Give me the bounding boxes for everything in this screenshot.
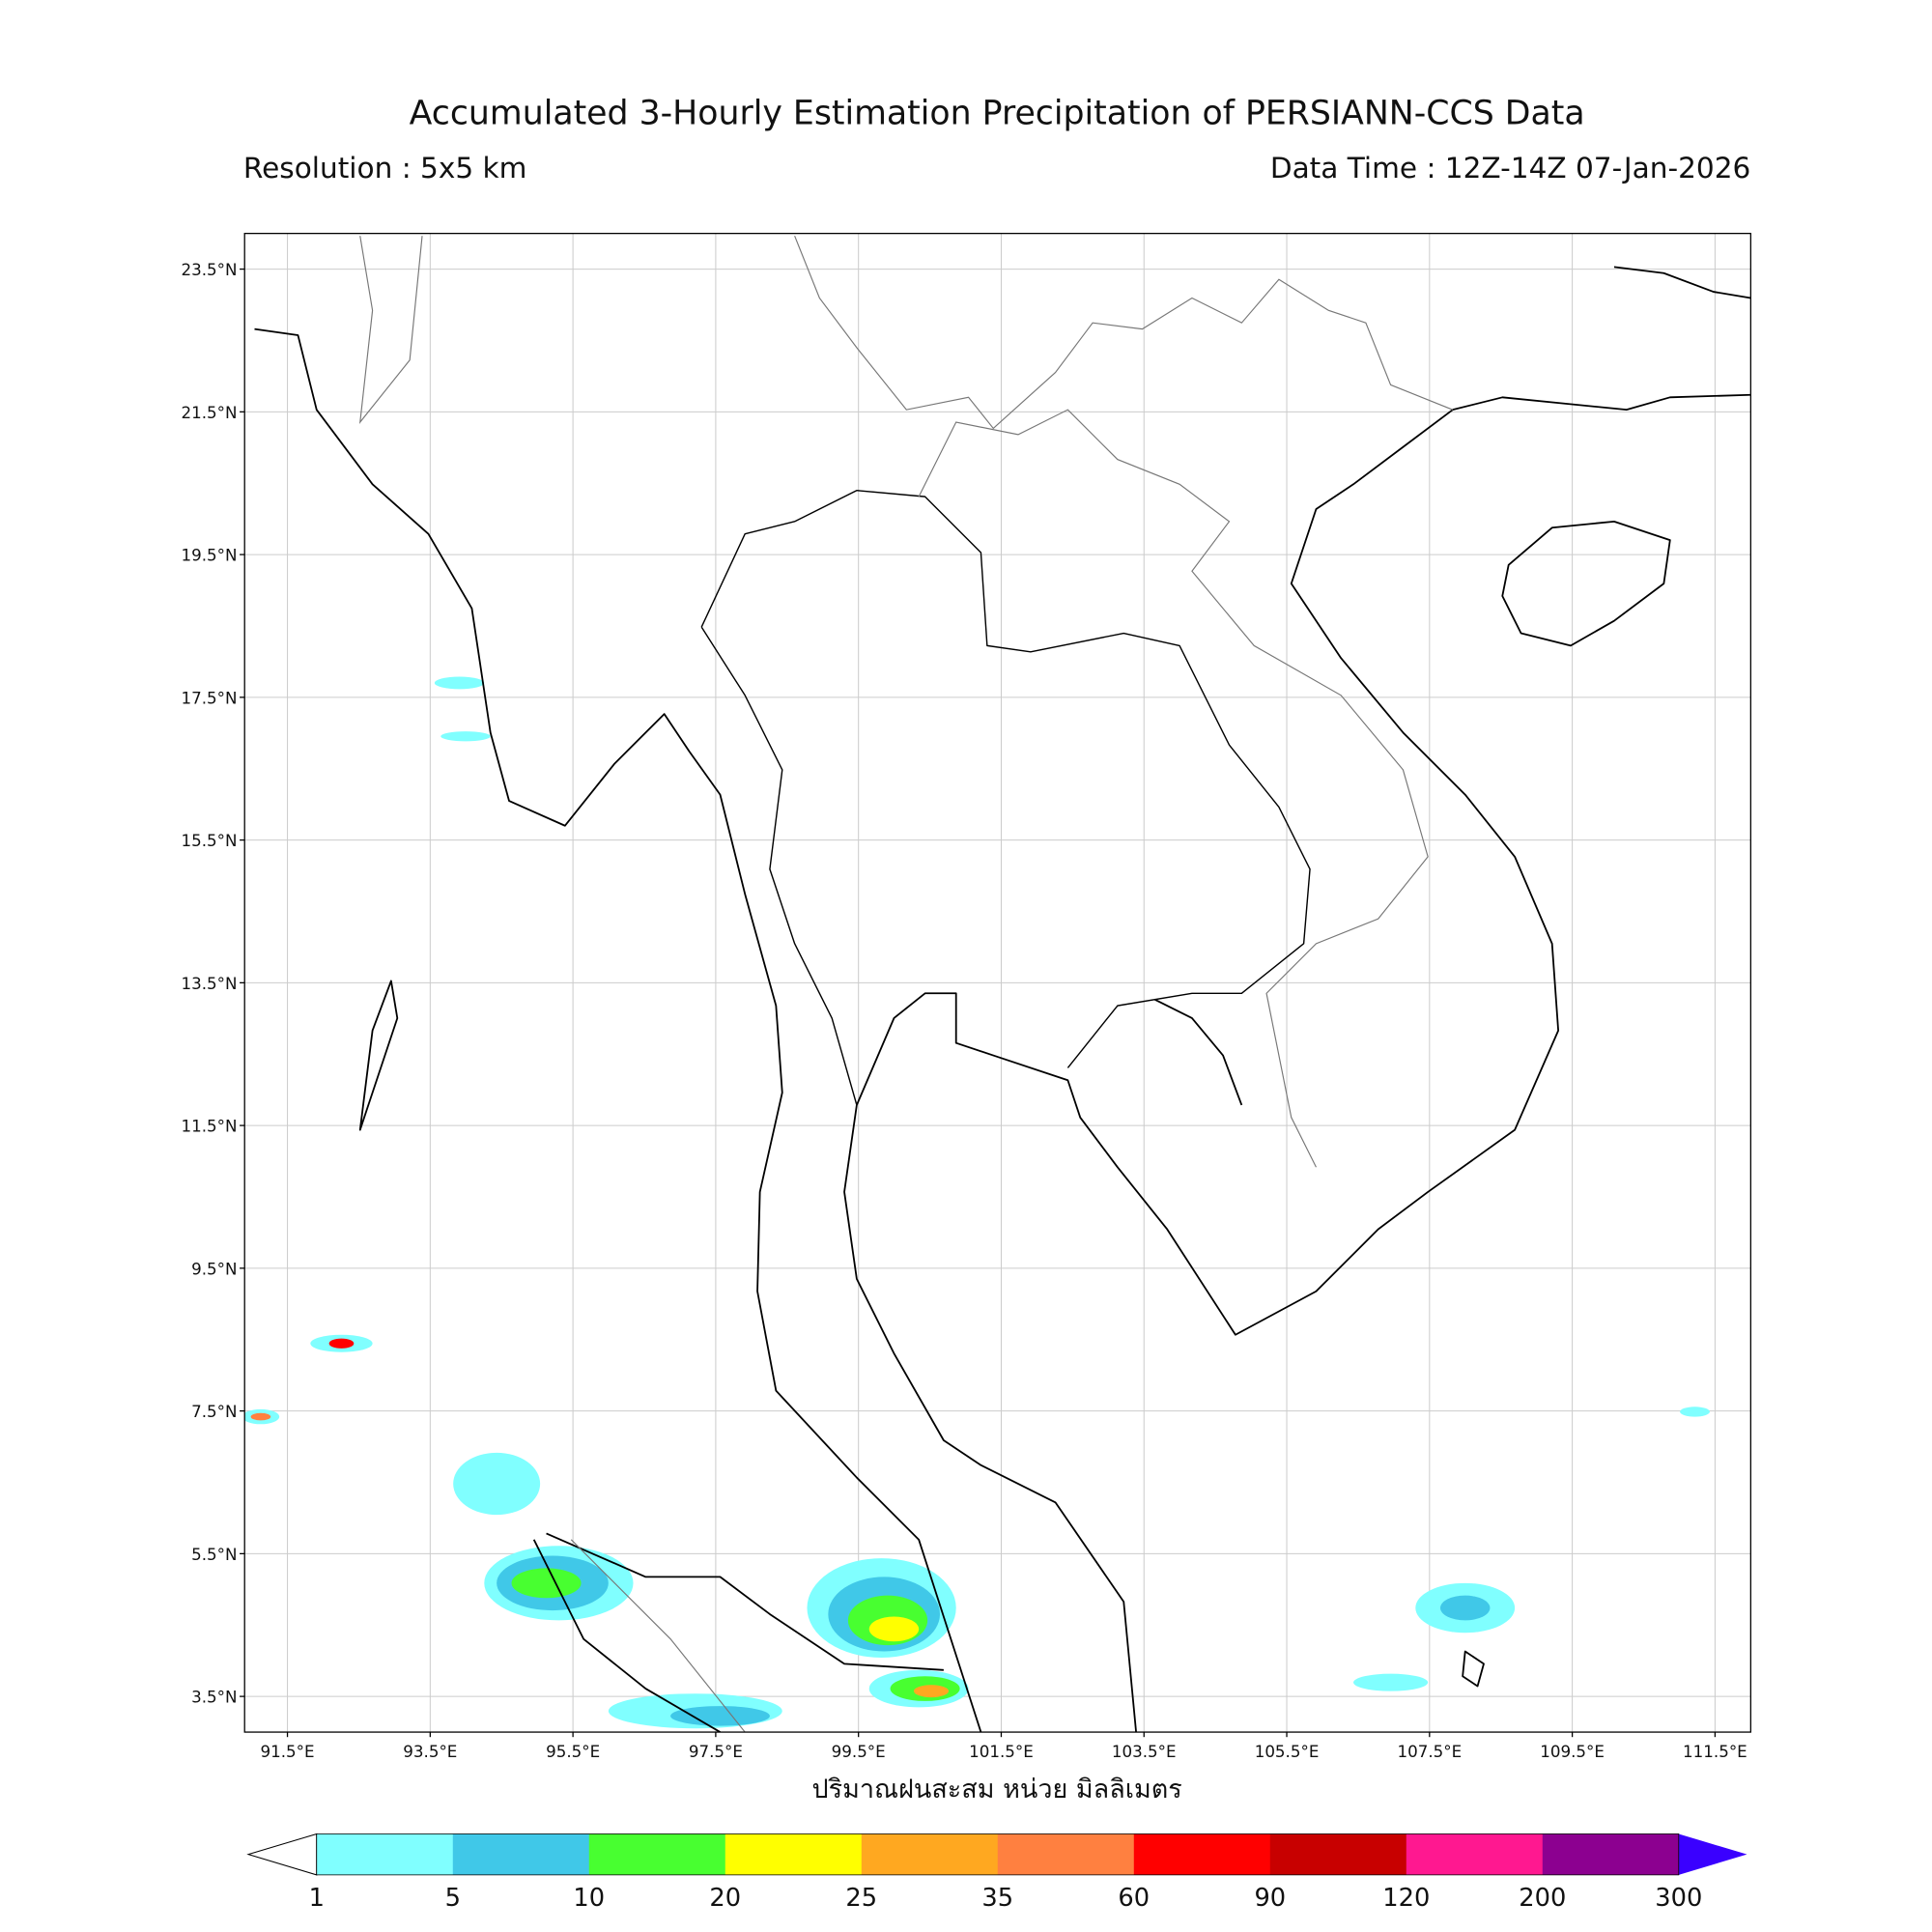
resolution: Resolution : 5x5 km (243, 152, 526, 185)
lat-tick-label: 17.5°N (182, 688, 238, 707)
lat-tick-label: 13.5°N (182, 974, 238, 993)
lon-tick-label: 107.5°E (1397, 1742, 1462, 1761)
lat-tick-label: 9.5°N (191, 1259, 237, 1278)
lon-tick-label: 97.5°E (689, 1742, 743, 1761)
colorbar-segment (1269, 1833, 1407, 1875)
colorbar-tick-label: 35 (981, 1884, 1013, 1913)
grid (244, 233, 1751, 1733)
colorbar-segment (1406, 1833, 1544, 1875)
colorbar-tick-label: 200 (1519, 1884, 1566, 1913)
ticks: 23.5°N 21.5°N 19.5°N 17.5°N 15.5°N 13.5°N 11.5… (182, 260, 1747, 1761)
lat-tick-label: 21.5°N (182, 403, 238, 422)
colorbar-tick-label: 300 (1655, 1884, 1702, 1913)
colorbar-tick-label: 25 (845, 1884, 877, 1913)
lat-tick-label: 23.5°N (182, 260, 238, 279)
borders (358, 236, 1454, 1733)
lat-tick-label: 11.5°N (182, 1117, 238, 1136)
colorbar-label: ปริมาณฝนสะสม หน่วย มิลลิเมตร (811, 1775, 1181, 1804)
lat-tick-label: 7.5°N (191, 1402, 237, 1421)
colorbar-tick-label: 90 (1254, 1884, 1286, 1913)
colorbar-over (1678, 1833, 1747, 1875)
lat-tick-label: 15.5°N (182, 831, 238, 850)
title: Accumulated 3-Hourly Estimation Precipit… (410, 95, 1585, 133)
coastlines (254, 266, 1751, 1733)
lat-tick-label: 5.5°N (191, 1545, 237, 1564)
colorbar-tick-label: 10 (573, 1884, 605, 1913)
lon-tick-label: 109.5°E (1540, 1742, 1605, 1761)
lon-tick-label: 103.5°E (1112, 1742, 1177, 1761)
data-time: Data Time : 12Z-14Z 07-Jan-2026 (1270, 152, 1751, 185)
colorbar-tick-label: 1 (309, 1884, 325, 1913)
colorbar: 1 5 10 20 25 35 60 90 120 200 300 (246, 1833, 1747, 1913)
lon-tick-label: 91.5°E (261, 1742, 315, 1761)
colorbar-tick-label: 120 (1382, 1884, 1430, 1913)
colorbar-segment (997, 1833, 1135, 1875)
colorbar-segment (861, 1833, 999, 1875)
lon-tick-label: 95.5°E (546, 1742, 600, 1761)
colorbar-segment (316, 1833, 454, 1875)
lon-tick-label: 101.5°E (969, 1742, 1034, 1761)
map-area (244, 233, 1751, 1733)
precipitation (244, 676, 1710, 1729)
colorbar-tick-label: 20 (709, 1884, 741, 1913)
lon-tick-label: 105.5°E (1255, 1742, 1320, 1761)
colorbar-tick-label: 60 (1118, 1884, 1150, 1913)
lat-tick-label: 3.5°N (191, 1688, 237, 1707)
colorbar-segment (452, 1833, 590, 1875)
lon-tick-label: 93.5°E (403, 1742, 457, 1761)
lon-tick-label: 99.5°E (832, 1742, 886, 1761)
lon-tick-label: 111.5°E (1683, 1742, 1747, 1761)
colorbar-segment (724, 1833, 863, 1875)
colorbar-segment (1542, 1833, 1680, 1875)
colorbar-tick-label: 5 (445, 1884, 461, 1913)
colorbar-frame (316, 1833, 1680, 1876)
colorbar-segment (588, 1833, 726, 1875)
colorbar-segment (1133, 1833, 1271, 1875)
lat-tick-label: 19.5°N (182, 546, 238, 565)
